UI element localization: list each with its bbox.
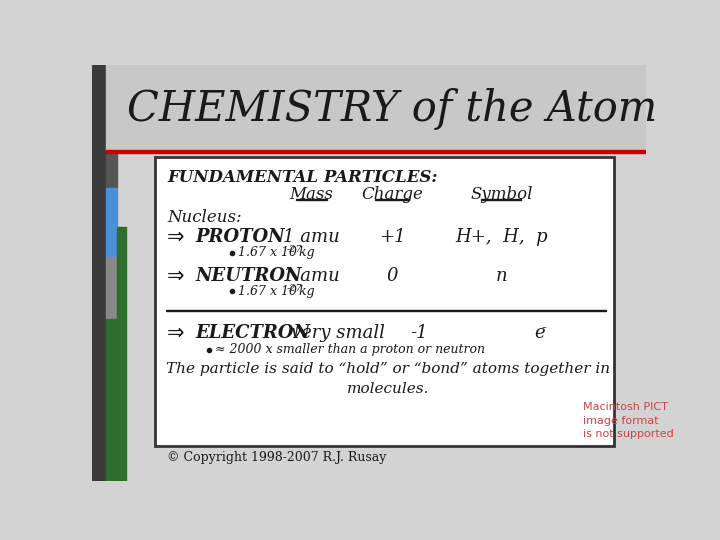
Bar	[92, 65, 106, 481]
Text: The particle is said to “hold” or “bond” atoms together in
molecules.: The particle is said to “hold” or “bond”…	[166, 362, 611, 396]
Bar	[155, 157, 614, 446]
Text: Mass: Mass	[289, 186, 333, 202]
Text: +1: +1	[379, 228, 405, 246]
Text: NEUTRON: NEUTRON	[195, 267, 302, 285]
Bar	[106, 65, 117, 188]
Text: CHEMISTRY of the Atom: CHEMISTRY of the Atom	[127, 89, 657, 131]
Text: 1 amu: 1 amu	[283, 228, 340, 246]
Text: ⇒: ⇒	[167, 266, 185, 286]
Bar	[106, 319, 117, 481]
Text: PROTON: PROTON	[195, 228, 284, 246]
Bar	[166, 309, 606, 311]
Text: ⇒: ⇒	[167, 227, 185, 247]
Text: Nucleus:: Nucleus:	[167, 209, 242, 226]
Text: very small: very small	[292, 324, 385, 342]
Bar	[106, 257, 117, 319]
Text: ⇒: ⇒	[167, 323, 185, 343]
Text: H+,  H,  p: H+, H, p	[455, 228, 548, 246]
Text: -27: -27	[287, 245, 302, 254]
Text: n: n	[495, 267, 508, 285]
Text: kg: kg	[295, 246, 315, 259]
Text: 1 amu: 1 amu	[283, 267, 340, 285]
Bar	[106, 150, 647, 153]
Bar	[375, 199, 409, 200]
Text: kg: kg	[295, 285, 315, 298]
Text: Charge: Charge	[361, 186, 423, 202]
Text: ELECTRON: ELECTRON	[195, 324, 310, 342]
Bar	[117, 226, 127, 481]
Text: FUNDAMENTAL PARTICLES:: FUNDAMENTAL PARTICLES:	[167, 168, 438, 186]
Text: -27: -27	[287, 284, 302, 293]
Bar	[482, 199, 521, 200]
Text: 1.67 x 10: 1.67 x 10	[238, 285, 297, 298]
Bar	[296, 199, 327, 200]
Text: -1: -1	[410, 324, 428, 342]
Text: -: -	[541, 321, 546, 335]
Text: 1.67 x 10: 1.67 x 10	[238, 246, 297, 259]
Text: ≈ 2000 x smaller than a proton or neutron: ≈ 2000 x smaller than a proton or neutro…	[215, 343, 485, 356]
Bar	[106, 188, 117, 257]
Text: Symbol: Symbol	[470, 186, 533, 202]
Text: Macintosh PICT
image format
is not supported: Macintosh PICT image format is not suppo…	[583, 402, 674, 438]
Text: © Copyright 1998-2007 R.J. Rusay: © Copyright 1998-2007 R.J. Rusay	[167, 451, 387, 464]
Text: e: e	[534, 324, 544, 342]
Text: 0: 0	[387, 267, 398, 285]
Bar	[106, 65, 647, 151]
